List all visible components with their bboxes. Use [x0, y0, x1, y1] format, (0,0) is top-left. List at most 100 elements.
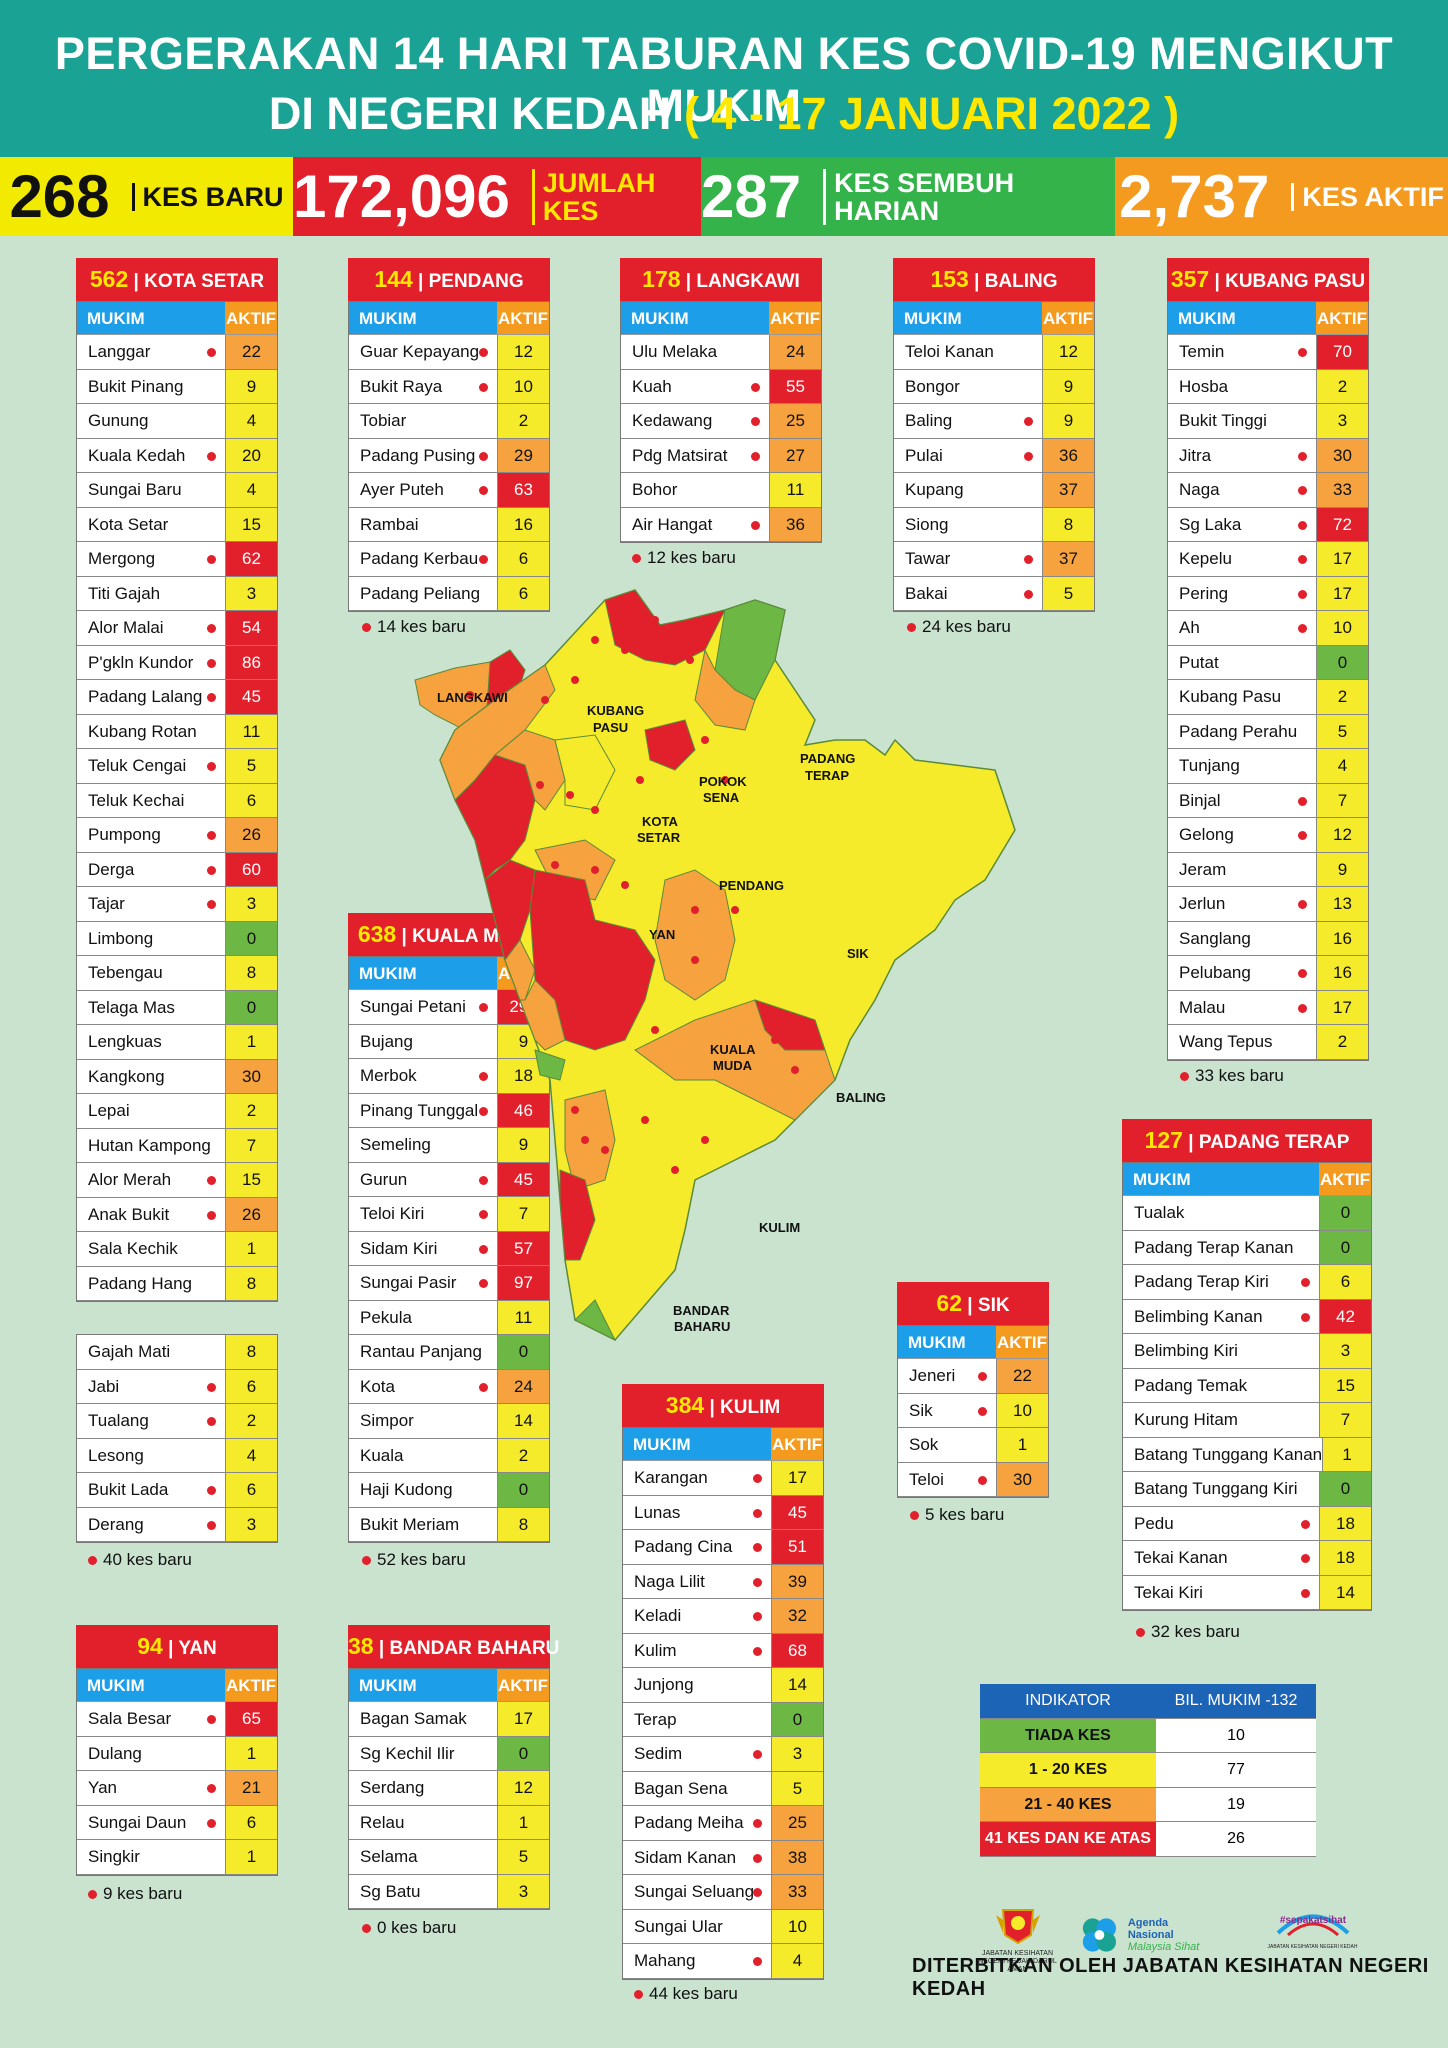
mukim-label: Padang Perahu [1179, 721, 1298, 741]
note-text: 40 kes baru [103, 1550, 192, 1569]
new-case-dot-icon [207, 1818, 216, 1828]
aktif-value: 38 [771, 1840, 823, 1874]
new-case-dot-icon [207, 1210, 216, 1220]
aktif-value: 8 [497, 1507, 549, 1541]
aktif-value: 3 [771, 1737, 823, 1771]
mukim-label: Tualak [1134, 1203, 1185, 1222]
aktif-value: 5 [1042, 576, 1094, 610]
aktif-value: 6 [1319, 1265, 1371, 1299]
column-mukim: MUKIM [1123, 1163, 1319, 1195]
aktif-value: 10 [497, 369, 549, 403]
table-row: Sg Kechil Ilir 0 [349, 1736, 549, 1771]
mukim-label: Jerlun [1179, 894, 1226, 913]
note-yan: 9 kes baru [88, 1884, 182, 1904]
map-label-baling: BALING [836, 1090, 886, 1105]
mukim-label: Pdg Matsirat [632, 445, 728, 465]
table-bandar-baharu: 38 | BANDAR BAHARU MUKIM AKTIF Bagan Samak 1… [348, 1625, 559, 1910]
table-row: Bongor 9 [894, 369, 1094, 404]
table-row: Siong 8 [894, 507, 1094, 542]
mukim-label: Guar Kepayang [360, 342, 480, 361]
table-row: Kubang Rotan 11 [77, 714, 277, 749]
mukim-label: Belimbing Kanan [1134, 1306, 1263, 1326]
mukim-name: Kuala Kedah [77, 439, 225, 473]
mukim-name: Binjal [1168, 784, 1316, 818]
column-mukim: MUKIM [349, 302, 497, 334]
aktif-value: 21 [225, 1771, 277, 1805]
indicator-header-count: BIL. MUKIM -132 [1156, 1684, 1316, 1718]
aktif-value: 1 [497, 1805, 549, 1839]
mukim-label: Baling [905, 411, 953, 430]
logo-jkn-text: JABATAN KESIHATAN NEGERI KEDAH DARUL AMA… [978, 1950, 1057, 1973]
mukim-label: Junjong [634, 1675, 694, 1694]
table-row: Padang Perahu 5 [1168, 714, 1368, 749]
district-title: 127 | PADANG TERAP [1122, 1119, 1372, 1162]
new-case-dot-icon [479, 486, 488, 495]
aktif-value: 24 [497, 1369, 549, 1403]
table-row: Sedim 3 [623, 1737, 823, 1772]
table-langkawi: 178 | LANGKAWI MUKIM AKTIF Ulu Melaka 24 Kuah… [620, 258, 822, 543]
mukim-label: Sungai Seluang [634, 1882, 755, 1901]
table-row: Sidam Kiri 57 [349, 1231, 549, 1266]
map-kulim-orange [564, 1089, 616, 1191]
aktif-value: 26 [225, 1197, 277, 1231]
new-case-dot-icon [479, 382, 488, 392]
new-case-dot-icon [207, 865, 216, 875]
mukim-label: Sik [909, 1400, 933, 1420]
dot-icon [362, 623, 371, 633]
mukim-name: Sungai Pasir [349, 1266, 497, 1300]
mukim-label: Kurung Hitam [1134, 1410, 1238, 1429]
new-case-dot-icon [1298, 796, 1307, 806]
mukim-name: Bongor [894, 370, 1042, 404]
mukim-name: Pekula [349, 1301, 497, 1335]
table-row: Kuala Kedah 20 [77, 438, 277, 473]
table-row: Gajah Mati 8 [77, 1335, 277, 1370]
mukim-label: Lunas [634, 1502, 681, 1522]
mukim-name: Kepelu [1168, 542, 1316, 576]
aktif-value: 13 [1316, 887, 1368, 921]
flower-icon [1082, 1918, 1117, 1952]
aktif-value: 8 [1042, 507, 1094, 541]
mukim-name: Junjong [623, 1668, 771, 1702]
table-row: Teluk Cengai 5 [77, 749, 277, 784]
table-row: Sg Batu 3 [349, 1874, 549, 1909]
mukim-name: Ulu Melaka [621, 335, 769, 369]
map-labels: LANGKAWI KUBANG PASU PADANG TERAP POKOK … [437, 690, 886, 1334]
mukim-name: Padang Pusing [349, 439, 497, 473]
mukim-name: Gajah Mati [77, 1335, 225, 1369]
mukim-name: Ah [1168, 611, 1316, 645]
note-padang-terap: 32 kes baru [1136, 1622, 1240, 1642]
table-kota-setar-continued: Gajah Mati 8 Jabi 6 Tualang 2 Lesong 4 Bukit Lad… [76, 1334, 278, 1543]
table-row: Haji Kudong 0 [349, 1473, 549, 1508]
aktif-value: 3 [225, 887, 277, 921]
note-bandar-baharu: 0 kes baru [362, 1918, 456, 1938]
district-total: 38 [348, 1633, 374, 1659]
mukim-name: Sik [898, 1394, 996, 1428]
new-case-dot-icon [753, 1612, 762, 1621]
mukim-label: Gunung [88, 411, 149, 430]
column-aktif: AKTIF [1042, 302, 1094, 334]
aktif-value: 86 [225, 645, 277, 679]
table-row: Rambai 16 [349, 507, 549, 542]
mukim-label: Malau [1179, 997, 1226, 1017]
note-baling: 24 kes baru [907, 617, 1011, 637]
district-name: BALING [984, 271, 1058, 292]
mukim-name: Simpor [349, 1404, 497, 1438]
map-label-kubang-pasu: KUBANG [587, 703, 644, 718]
table-row: Kedawang 25 [621, 404, 821, 439]
mukim-name: Pdg Matsirat [621, 439, 769, 473]
aktif-value: 22 [225, 335, 277, 369]
new-case-dot-icon [207, 451, 216, 461]
aktif-value: 2 [225, 1094, 277, 1128]
table-row: Sanglang 16 [1168, 921, 1368, 956]
stat-label: JUMLAH KES [531, 168, 701, 225]
map-label-yan: YAN [649, 927, 675, 942]
mukim-label: Sungai Pasir [360, 1273, 457, 1292]
mukim-name: Bukit Raya [349, 370, 497, 404]
table-row: Bagan Sena 5 [623, 1771, 823, 1806]
aktif-value: 5 [225, 749, 277, 783]
aktif-value: 7 [225, 1128, 277, 1162]
mukim-label: Pering [1179, 583, 1229, 603]
mukim-name: Pedu [1123, 1507, 1319, 1541]
